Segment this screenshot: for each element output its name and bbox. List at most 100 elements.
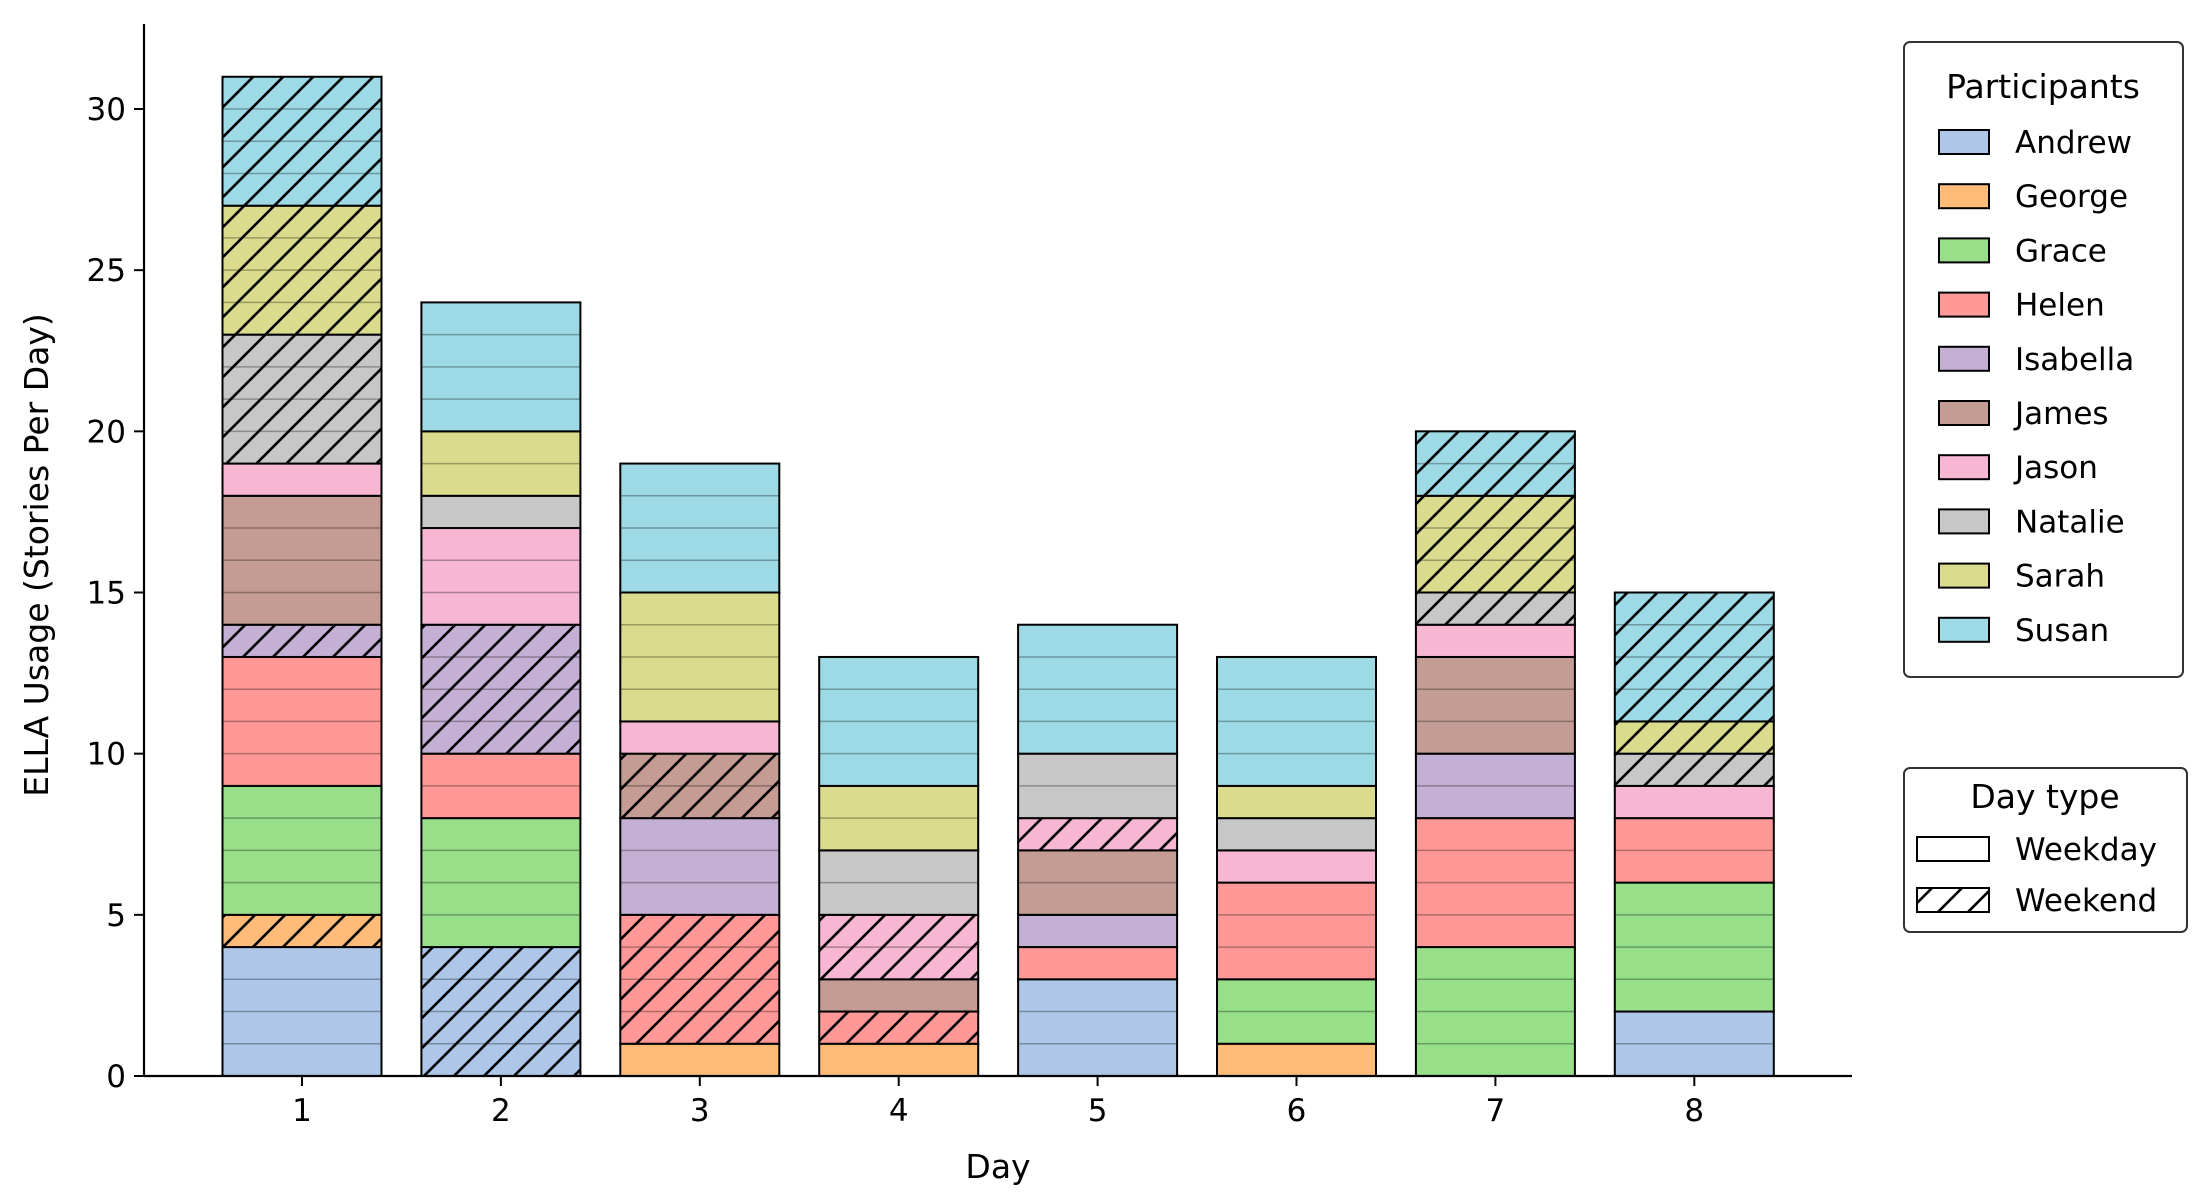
bar-fill [1018, 753, 1178, 819]
legend-label: Weekday [2015, 832, 2157, 868]
legend-swatch [1938, 562, 1990, 589]
bar-segment-helen-day-1 [221, 655, 383, 787]
bar-fill [819, 656, 979, 786]
bar-segment-susan-day-7 [1414, 430, 1576, 497]
bar-segment-grace-day-7 [1414, 946, 1576, 1077]
bar-segment-susan-day-2 [420, 301, 582, 433]
x-tick-label: 8 [1684, 1093, 1704, 1129]
legend-title: Participants [1946, 67, 2140, 106]
bar-segment-helen-day-6 [1216, 881, 1377, 981]
bar-fill [620, 818, 780, 915]
bar-segment-natalie-day-1 [221, 333, 383, 465]
legend-item-george: George [1938, 179, 2128, 215]
legend-swatch [1938, 400, 1990, 426]
bar-outline [420, 301, 582, 433]
legend-swatch [1938, 508, 1990, 535]
bar-segment-andrew-day-2 [420, 946, 582, 1077]
y-axis-label: ELLA Usage (Stories Per Day) [17, 313, 56, 797]
bar-fill [1614, 818, 1774, 883]
x-tick-label: 7 [1486, 1093, 1506, 1129]
bar-segment-isabella-day-7 [1414, 752, 1576, 820]
legend-swatch [1938, 345, 1990, 372]
y-tick-label: 25 [87, 253, 126, 289]
bar-fill [1415, 624, 1575, 657]
legend-label: Susan [2015, 613, 2109, 649]
legend-label: Jason [2013, 450, 2098, 486]
legend-label: Grace [2015, 233, 2107, 269]
legend-label: Natalie [2015, 504, 2125, 540]
bar-outline [619, 462, 781, 594]
bar-fill [222, 656, 382, 786]
y-tick-label: 30 [87, 92, 126, 128]
bar-fill [1217, 818, 1376, 851]
x-tick-label: 5 [1088, 1093, 1108, 1129]
bar-segment-isabella-day-3 [619, 817, 781, 916]
bar-segment-james-day-7 [1414, 655, 1576, 755]
bar-segment-susan-day-6 [1216, 655, 1377, 787]
bar-segment-grace-day-1 [221, 784, 383, 916]
bar-fill [421, 818, 581, 948]
bar-segment-sarah-day-8 [1613, 720, 1775, 755]
bar-segment-jason-day-2 [420, 527, 582, 626]
bar-segment-andrew-day-1 [221, 946, 383, 1077]
y-tick-label: 0 [106, 1059, 126, 1095]
legend-swatch [1916, 887, 1990, 913]
bar-segment-george-day-1 [221, 913, 383, 949]
bar-fill [421, 528, 581, 625]
legend-item-helen: Helen [1938, 288, 2105, 324]
bar-segment-susan-day-1 [221, 75, 383, 207]
bar-segment-susan-day-4 [818, 655, 980, 787]
bar-outline [1414, 430, 1576, 497]
bar-fill [1217, 1043, 1376, 1076]
legend-label: Isabella [2015, 342, 2134, 378]
legend-label: Weekend [2015, 883, 2157, 919]
legend-label: Sarah [2015, 559, 2105, 595]
bar-fill [620, 592, 780, 722]
bar-outline [1613, 591, 1775, 723]
bar-fill [1018, 914, 1178, 948]
bar-fill [1614, 882, 1774, 1012]
bar-segment-isabella-day-1 [221, 623, 383, 658]
legend-item-james: James [1938, 396, 2109, 432]
bar-fill [222, 495, 382, 625]
bar-segment-susan-day-8 [1613, 591, 1775, 723]
bar-fill [421, 753, 581, 819]
weekend-hatch [1415, 495, 1575, 593]
bar-segment-sarah-day-7 [1414, 494, 1576, 594]
bar-fill [620, 721, 780, 754]
y-tick-label: 10 [87, 737, 126, 773]
bar-segment-helen-day-7 [1414, 817, 1576, 949]
bar-segment-george-day-4 [818, 1042, 980, 1078]
weekend-hatch [620, 753, 780, 819]
legend-item-isabella: Isabella [1938, 342, 2134, 378]
bars-layer [221, 75, 1775, 1078]
bar-fill [819, 785, 979, 851]
bar-fill [1018, 850, 1178, 915]
bar-fill [819, 1043, 979, 1076]
bar-fill [1614, 785, 1774, 819]
weekend-hatch [222, 624, 382, 657]
y-tick-label: 20 [87, 414, 126, 450]
bar-outline [818, 655, 980, 787]
bar-fill [1217, 882, 1376, 980]
weekend-hatch [222, 914, 382, 948]
bar-segment-natalie-day-5 [1017, 752, 1179, 820]
weekend-hatch [620, 914, 780, 1044]
legend-label: James [2013, 396, 2109, 432]
bar-segment-george-day-6 [1216, 1042, 1377, 1078]
weekend-hatch [1614, 592, 1774, 722]
bar-fill [222, 463, 382, 496]
bar-fill [222, 785, 382, 915]
bar-segment-james-day-1 [221, 494, 383, 626]
legend-item-weekend: Weekend [1916, 883, 2157, 919]
bar-fill [1018, 947, 1178, 980]
bar-fill [1217, 850, 1376, 883]
bar-segment-susan-day-3 [619, 462, 781, 594]
day-type-legend: Day type Weekday Weekend [1903, 767, 2188, 933]
bar-segment-sarah-day-6 [1216, 784, 1377, 820]
legend-item-weekday: Weekday [1916, 832, 2157, 868]
bar-fill [421, 302, 581, 432]
bar-segment-natalie-day-2 [420, 494, 582, 530]
bar-segment-jason-day-7 [1414, 623, 1576, 658]
axes: 1 2 3 4 5 6 7 8 0 5 10 15 20 25 30 [87, 24, 1852, 1129]
